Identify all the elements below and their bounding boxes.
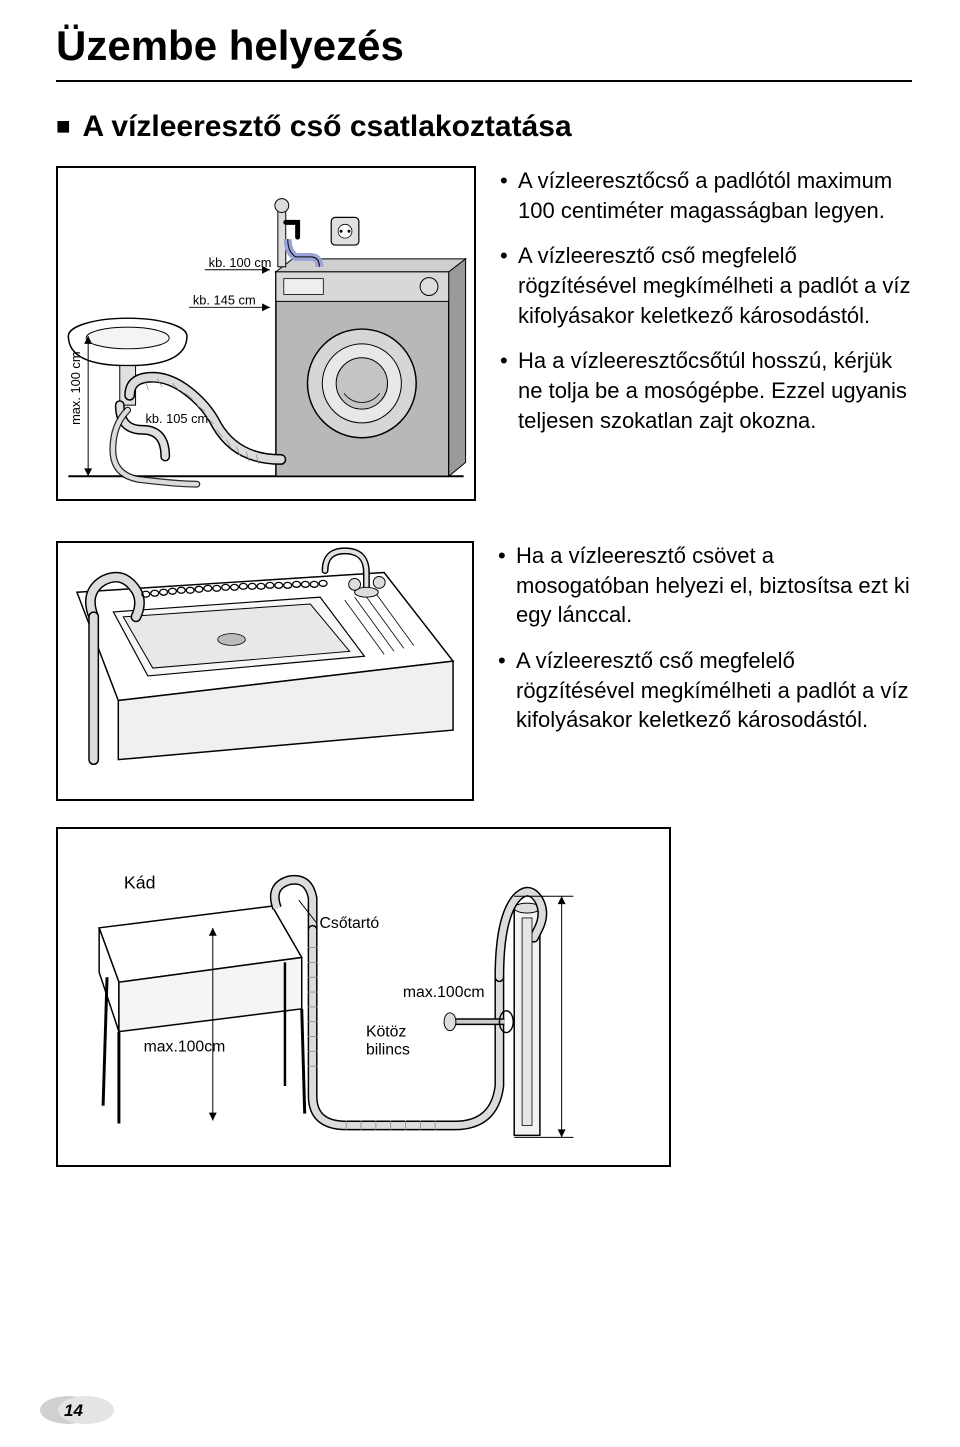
label-max100-right: max.100cm [403,984,485,1001]
label-kb100: kb. 100 cm [209,255,272,270]
page-number: 14 [64,1401,83,1420]
label-kad: Kád [124,872,156,892]
diagram-tub-hose: Kád [56,827,671,1167]
label-csotarto: Csőtartó [320,915,380,932]
diagram-washer-hose: max. 100 cm kb. 100 cm kb. 145 cm kb. 10… [56,166,476,501]
row1: max. 100 cm kb. 100 cm kb. 145 cm kb. 10… [56,166,912,501]
label-kb105: kb. 105 cm [145,411,208,426]
diagram-sink-chain [56,541,474,801]
bullet-5: A vízleeresztő cső megfelelő rögzítéséve… [498,646,912,735]
title-underline [56,80,912,82]
bullets-block-2: Ha a vízleeresztő csövet a mosogatóban h… [498,541,912,801]
page-number-badge: 14 [38,1393,116,1427]
row2: Ha a vízleeresztő csövet a mosogatóban h… [56,541,912,801]
bullet-2: A vízleeresztő cső megfelelő rögzítéséve… [500,241,912,330]
label-bilincs: bilincs [366,1041,410,1058]
label-kb145: kb. 145 cm [193,292,256,307]
bullet-1: A vízleeresztőcső a padlótól maximum 100… [500,166,912,225]
label-kotoz: Kötöz [366,1024,406,1041]
page-title: Üzembe helyezés [56,22,912,70]
bullets-block-1: A vízleeresztőcső a padlótól maximum 100… [500,166,912,501]
bullet-3: Ha a vízleeresztőcsőtúl hosszú, kérjük n… [500,346,912,435]
bullet-4: Ha a vízleeresztő csövet a mosogatóban h… [498,541,912,630]
section-heading: A vízleeresztő cső csatlakoztatása [56,110,912,144]
label-max100: max. 100 cm [68,351,83,424]
